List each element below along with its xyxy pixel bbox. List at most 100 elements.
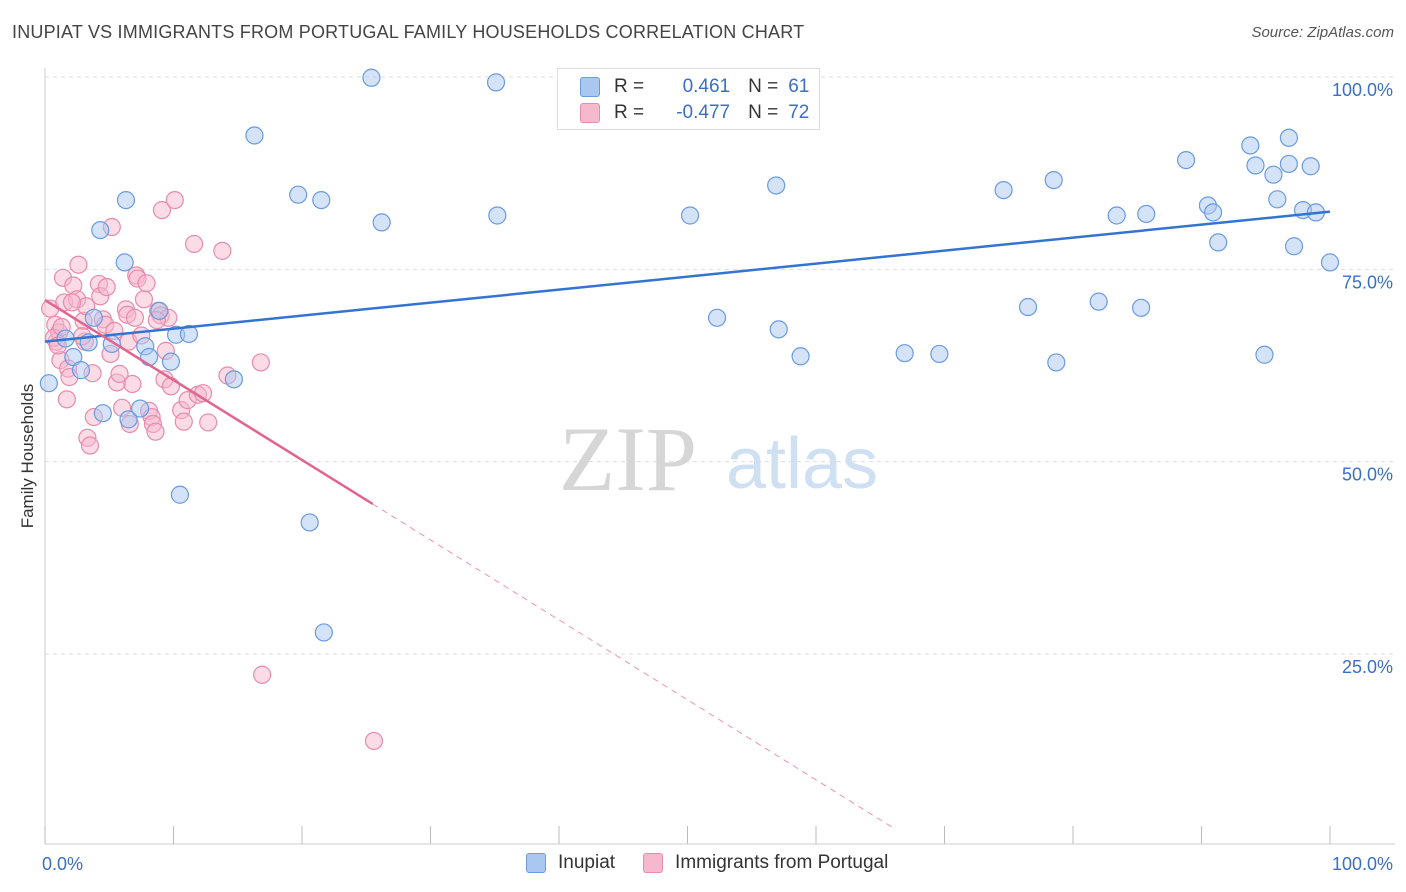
portugal-r-value: -0.477	[676, 102, 731, 123]
chart-title: INUPIAT VS IMMIGRANTS FROM PORTUGAL FAMI…	[12, 22, 805, 42]
inupiat-point	[71, 361, 91, 380]
series-legend: Inupiat Immigrants from Portugal	[526, 852, 916, 874]
inupiat-point	[372, 213, 391, 232]
x-tick-labels: 0.0% 100.0%	[42, 854, 1393, 874]
correlation-legend: R = 0.461 N = 61 R = -0.477 N = 72	[557, 68, 820, 130]
inupiat-point	[769, 320, 788, 339]
inupiat-point	[179, 324, 199, 344]
portugal-point	[134, 290, 154, 309]
portugal-point	[251, 353, 270, 372]
portugal-point	[213, 241, 232, 260]
inupiat-point	[314, 623, 333, 642]
portugal-trend-extension	[372, 503, 894, 829]
watermark-zip: ZIP	[559, 408, 697, 510]
inupiat-r-value: 0.461	[682, 76, 731, 97]
inupiat-n-label: N =	[748, 76, 779, 97]
inupiat-point	[1137, 204, 1156, 224]
y-tick-label: 75.0%	[1342, 272, 1393, 292]
inupiat-point	[1203, 203, 1223, 222]
portugal-point	[137, 274, 156, 293]
portugal-point	[80, 436, 100, 455]
inupiat-point	[1301, 157, 1320, 176]
portugal-point	[97, 277, 116, 297]
inupiat-point	[245, 126, 264, 145]
legend-item-portugal: Immigrants from Portugal	[643, 852, 888, 874]
portugal-point	[110, 364, 129, 384]
inupiat-point	[170, 485, 190, 504]
inupiat-point	[130, 399, 150, 418]
trend-lines	[44, 210, 1331, 829]
inupiat-point	[488, 206, 507, 225]
inupiat-point	[312, 190, 331, 210]
inupiat-point	[84, 308, 103, 327]
inupiat-point	[139, 347, 159, 367]
portugal-swatch	[580, 103, 600, 123]
inupiat-point	[895, 344, 914, 363]
inupiat-legend-label: Inupiat	[558, 852, 616, 873]
portugal-point	[199, 413, 218, 432]
inupiat-point	[1246, 156, 1265, 175]
inupiat-point	[1132, 298, 1151, 317]
inupiat-point	[161, 352, 181, 371]
inupiat-point	[680, 206, 700, 225]
inupiat-point	[116, 190, 136, 210]
inupiat-point	[1209, 233, 1228, 252]
inupiat-r-label: R =	[614, 76, 645, 97]
watermark-atlas: atlas	[726, 424, 878, 504]
inupiat-point	[224, 370, 243, 389]
inupiat-point	[1044, 170, 1063, 190]
inupiat-swatch	[580, 77, 600, 97]
axes	[44, 68, 1395, 845]
inupiat-point	[1279, 128, 1298, 147]
inupiat-point	[289, 185, 308, 204]
portugal-legend-swatch	[643, 853, 664, 873]
inupiat-point	[1284, 237, 1304, 256]
inupiat-point	[1255, 345, 1274, 364]
inupiat-point	[486, 73, 506, 92]
portugal-point	[57, 390, 76, 409]
portugal-point	[184, 234, 204, 254]
portugal-point	[364, 731, 384, 751]
portugal-n-value: 72	[788, 102, 810, 123]
inupiat-point	[1047, 353, 1066, 372]
x-tick-label: 100.0%	[1332, 854, 1393, 874]
inupiat-legend-swatch	[526, 853, 546, 873]
portugal-point	[62, 293, 82, 312]
inupiat-point	[1089, 292, 1108, 311]
watermark: ZIP atlas	[559, 408, 878, 510]
series-portugal	[41, 190, 384, 751]
inupiat-point	[1320, 253, 1340, 272]
inupiat-point	[91, 220, 110, 240]
inupiat-point	[1241, 136, 1260, 155]
inupiat-point	[1264, 165, 1283, 184]
inupiat-point	[767, 176, 786, 195]
inupiat-point	[707, 308, 727, 327]
inupiat-point	[119, 410, 138, 429]
portugal-n-label: N =	[748, 102, 779, 123]
portugal-point	[253, 665, 272, 684]
inupiat-point	[1176, 150, 1196, 170]
portugal-point	[165, 190, 184, 210]
portugal-point	[161, 377, 181, 396]
inupiat-point	[994, 180, 1013, 200]
portugal-trend-line	[44, 299, 374, 506]
portugal-point	[146, 422, 165, 441]
portugal-point	[69, 255, 88, 274]
legend-row-inupiat: R = 0.461 N = 61	[580, 74, 809, 100]
inupiat-point	[362, 68, 381, 87]
source-label: Source: ZipAtlas.com	[1251, 24, 1394, 41]
inupiat-point	[300, 513, 319, 532]
inupiat-trend-line	[44, 210, 1331, 343]
inupiat-point	[1018, 297, 1038, 317]
inupiat-point	[93, 404, 112, 423]
portugal-legend-label: Immigrants from Portugal	[675, 852, 889, 873]
y-tick-labels: 25.0% 50.0% 75.0% 100.0%	[1332, 80, 1393, 677]
inupiat-point	[791, 347, 810, 366]
legend-item-inupiat: Inupiat	[526, 852, 615, 874]
portugal-r-label: R =	[614, 102, 645, 123]
inupiat-point	[1268, 190, 1287, 209]
x-tick-label: 0.0%	[42, 854, 83, 874]
inupiat-point	[150, 301, 169, 320]
inupiat-point	[115, 253, 134, 272]
